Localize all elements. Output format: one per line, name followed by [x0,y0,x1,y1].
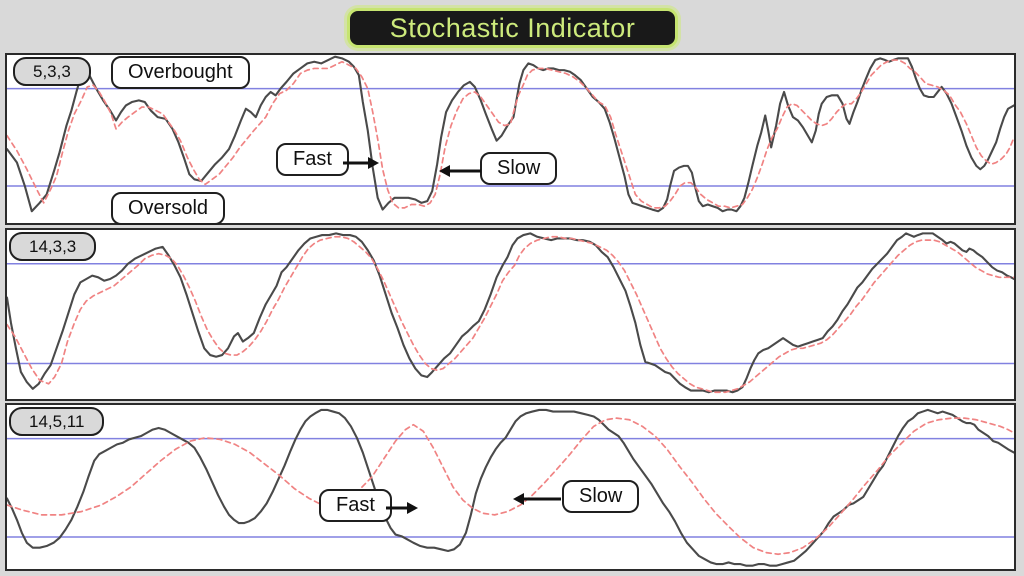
param-badge-14-3-3: 14,3,3 [9,232,97,262]
slow-line [7,418,1014,554]
fast-label: Fast [276,143,349,176]
overbought-label: Overbought [111,56,250,89]
chart-14-3-3 [7,230,1014,399]
slow-line [7,237,1014,392]
slow-line [7,60,1014,208]
figure-title: Stochastic Indicator [347,8,678,48]
fast-line [7,57,1014,212]
slow-label: Slow [562,480,640,513]
slow-label: Slow [480,152,558,185]
fast-line [7,410,1014,566]
panel-stochastic-5-3-3: 5,3,3 Overbought Oversold Fast Slow [5,53,1016,225]
fast-label: Fast [319,489,392,522]
oversold-label: Oversold [111,192,226,225]
fast-arrow-right-icon [343,157,379,169]
chart-14-5-11 [7,405,1014,569]
param-badge-5-3-3: 5,3,3 [13,57,91,87]
fast-line [7,233,1014,392]
chart-5-3-3 [7,55,1014,223]
slow-arrow-left-icon [513,493,561,505]
panel-stochastic-14-3-3: 14,3,3 [5,228,1016,401]
panel-stochastic-14-5-11: 14,5,11 Fast Slow [5,403,1016,571]
fast-arrow-right-icon [386,502,418,514]
param-badge-14-5-11: 14,5,11 [9,407,105,437]
slow-arrow-left-icon [439,165,481,177]
figure-title-text: Stochastic Indicator [389,12,636,43]
